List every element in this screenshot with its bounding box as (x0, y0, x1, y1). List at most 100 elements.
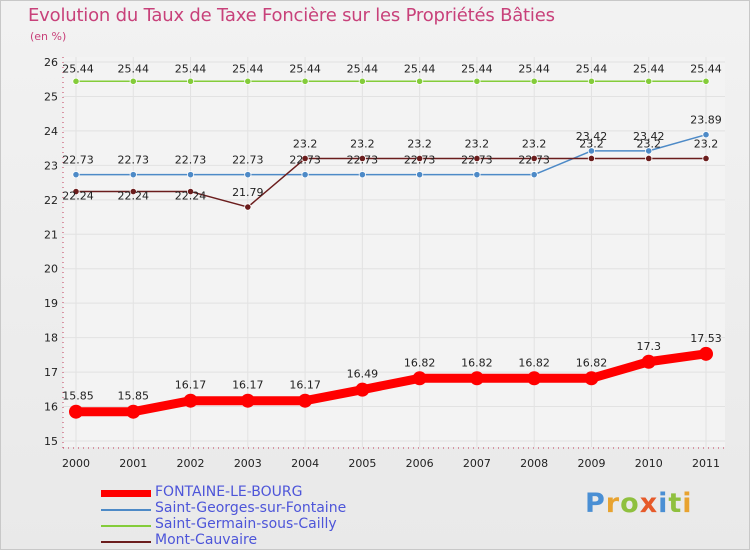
data-point (69, 404, 83, 419)
data-label: 25.44 (690, 62, 722, 75)
data-label: 22.73 (289, 154, 321, 167)
data-label: 15.85 (62, 390, 94, 403)
logo-letter: i (682, 488, 693, 519)
data-label: 21.79 (232, 186, 264, 199)
logo-letter: r (605, 488, 621, 519)
x-tick-label: 2005 (348, 457, 376, 470)
x-tick-label: 2003 (234, 457, 262, 470)
data-label: 22.24 (175, 190, 207, 203)
x-tick-label: 2007 (463, 457, 491, 470)
legend-swatch (101, 490, 151, 497)
unit-label: (en %) (30, 30, 67, 43)
data-label: 16.49 (347, 368, 379, 381)
x-tick-label: 2010 (635, 457, 663, 470)
data-point (129, 77, 137, 85)
logo-letter: t (668, 488, 683, 519)
data-label: 23.2 (579, 137, 604, 150)
data-label: 22.73 (232, 154, 264, 167)
y-tick-label: 25 (44, 90, 58, 103)
y-tick-label: 15 (44, 435, 58, 448)
data-label: 22.73 (175, 154, 207, 167)
y-tick-label: 16 (44, 401, 58, 414)
data-point (186, 171, 195, 179)
data-point (244, 203, 252, 211)
data-point (641, 354, 656, 369)
data-label: 16.17 (175, 379, 207, 392)
data-label: 22.24 (62, 190, 94, 203)
logo-letter: o (620, 488, 640, 519)
x-tick-label: 2004 (291, 457, 319, 470)
data-label: 16.82 (461, 356, 493, 369)
data-label: 25.44 (633, 62, 665, 75)
data-point (358, 154, 366, 163)
data-label: 22.73 (461, 154, 493, 167)
data-label: 23.2 (293, 137, 318, 150)
legend-item-mont-cauvaire: Mont-Cauvaire (101, 532, 401, 549)
data-point (702, 77, 710, 85)
legend-swatch (101, 509, 151, 511)
series-line (75, 133, 707, 176)
data-point (358, 77, 366, 85)
x-tick-label: 2009 (577, 457, 605, 470)
data-point (186, 187, 195, 196)
legend-swatch (101, 541, 151, 543)
legend-label: Saint-Germain-sous-Cailly (155, 516, 337, 532)
data-point (645, 77, 653, 85)
data-label: 25.44 (62, 62, 94, 75)
y-tick-label: 26 (44, 56, 58, 69)
data-label: 23.42 (633, 130, 665, 143)
data-label: 15.85 (118, 390, 150, 403)
data-label: 23.2 (694, 137, 719, 150)
data-label: 25.44 (289, 62, 321, 75)
y-tick-label: 24 (44, 125, 58, 138)
data-point (301, 154, 309, 163)
data-point (469, 371, 484, 386)
data-label: 22.73 (347, 154, 379, 167)
logo-letter: P (585, 488, 606, 519)
x-tick-label: 2011 (692, 457, 720, 470)
data-point (587, 147, 596, 155)
data-point (416, 171, 424, 179)
data-label: 25.44 (518, 62, 550, 75)
plot-area (63, 57, 725, 447)
data-label: 25.44 (118, 62, 150, 75)
legend-item-saint-georges: Saint-Georges-sur-Fontaine (101, 500, 401, 517)
data-point (416, 77, 424, 85)
data-point (702, 131, 710, 139)
data-label: 16.82 (404, 356, 436, 369)
x-tick-label: 2008 (520, 457, 548, 470)
data-label: 25.44 (232, 62, 264, 75)
data-point (358, 171, 366, 179)
legend-item-fontaine: FONTAINE-LE-BOURG (101, 484, 401, 501)
data-label: 25.44 (404, 62, 436, 75)
data-point (298, 393, 313, 408)
x-tick-label: 2006 (406, 457, 434, 470)
data-label: 23.89 (690, 114, 722, 127)
data-label: 22.73 (62, 154, 94, 167)
data-point (530, 171, 538, 179)
data-point (72, 77, 80, 85)
data-label: 16.82 (576, 356, 608, 369)
data-point (645, 147, 653, 155)
data-label: 17.3 (636, 340, 661, 353)
data-point (699, 346, 713, 361)
x-tick-label: 2001 (119, 457, 147, 470)
data-label: 25.44 (347, 62, 379, 75)
y-tick-label: 21 (44, 228, 58, 241)
data-point (530, 77, 538, 85)
data-point (244, 171, 252, 179)
legend-swatch (101, 525, 151, 527)
data-point (301, 171, 309, 179)
data-label: 23.2 (350, 137, 375, 150)
data-label: 23.2 (522, 137, 547, 150)
data-label: 23.42 (576, 130, 608, 143)
data-label: 16.17 (232, 379, 264, 392)
data-label: 22.73 (118, 154, 150, 167)
legend-item-saint-germain: Saint-Germain-sous-Cailly (101, 516, 401, 533)
data-label: 23.2 (465, 137, 490, 150)
data-label: 25.44 (461, 62, 493, 75)
series-line (71, 349, 711, 417)
legend-label: FONTAINE-LE-BOURG (155, 484, 303, 500)
